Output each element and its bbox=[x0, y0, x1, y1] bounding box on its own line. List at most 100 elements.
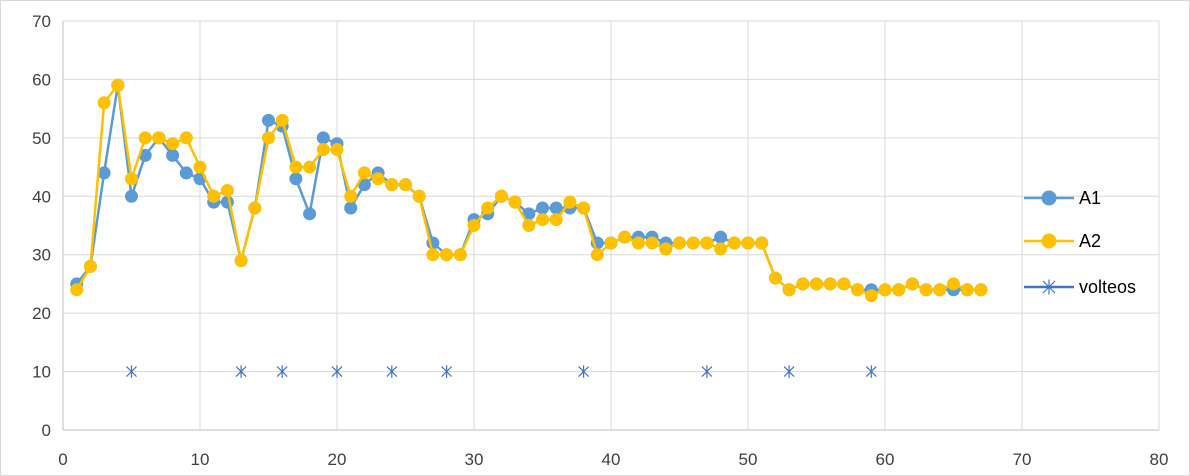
data-point bbox=[905, 277, 919, 291]
data-point bbox=[166, 148, 180, 162]
data-point bbox=[563, 195, 577, 209]
data-point bbox=[768, 271, 782, 285]
data-point bbox=[303, 207, 317, 221]
y-tick-label: 30 bbox=[32, 246, 51, 265]
data-point bbox=[453, 248, 467, 262]
data-point bbox=[440, 248, 454, 262]
series-A2 bbox=[70, 78, 988, 303]
x-tick-label: 60 bbox=[876, 450, 895, 469]
data-point bbox=[837, 277, 851, 291]
data-point bbox=[577, 201, 591, 215]
data-point bbox=[426, 248, 440, 262]
data-point bbox=[316, 143, 330, 157]
data-point bbox=[275, 113, 289, 127]
data-point bbox=[289, 172, 303, 186]
data-point bbox=[166, 137, 180, 151]
data-point bbox=[590, 248, 604, 262]
data-point bbox=[659, 242, 673, 256]
data-point bbox=[193, 160, 207, 174]
legend-label: A2 bbox=[1079, 231, 1101, 251]
data-point bbox=[111, 78, 125, 92]
data-point bbox=[549, 213, 563, 227]
data-point bbox=[83, 259, 97, 273]
data-point bbox=[152, 131, 166, 145]
y-tick-label: 50 bbox=[32, 129, 51, 148]
data-point bbox=[673, 236, 686, 250]
axes: 0 10 20 30 40 50 60 70 0 10 20 30 40 50 60 70 80 bbox=[32, 12, 1168, 469]
data-point bbox=[138, 131, 152, 145]
data-point bbox=[878, 283, 892, 297]
data-point bbox=[386, 365, 398, 378]
data-point bbox=[851, 283, 865, 297]
data-point bbox=[536, 213, 549, 227]
legend-marker bbox=[1042, 279, 1056, 295]
data-point bbox=[810, 277, 823, 291]
legend: A1 A2 volteos bbox=[1024, 188, 1136, 297]
data-point bbox=[220, 183, 234, 197]
y-tick-label: 40 bbox=[32, 187, 51, 206]
data-point bbox=[289, 160, 303, 174]
data-point bbox=[727, 236, 741, 250]
data-point bbox=[385, 178, 399, 192]
data-point bbox=[248, 201, 262, 215]
x-tick-label: 10 bbox=[191, 450, 210, 469]
x-tick-label: 50 bbox=[739, 450, 758, 469]
gridlines bbox=[62, 20, 1160, 431]
x-tick-label: 20 bbox=[328, 450, 347, 469]
data-point bbox=[344, 201, 358, 215]
x-tick-label: 70 bbox=[1013, 450, 1032, 469]
data-point bbox=[783, 365, 795, 378]
data-point bbox=[755, 236, 769, 250]
y-tick-label: 0 bbox=[42, 421, 51, 440]
data-point bbox=[618, 230, 632, 244]
data-point bbox=[604, 236, 618, 250]
y-tick-label: 20 bbox=[32, 304, 51, 323]
data-point bbox=[125, 172, 138, 186]
data-point bbox=[508, 195, 522, 209]
data-point bbox=[741, 236, 755, 250]
legend-label: volteos bbox=[1079, 277, 1136, 297]
data-point bbox=[892, 283, 906, 297]
legend-marker bbox=[1041, 233, 1057, 249]
data-point bbox=[919, 283, 933, 297]
data-point bbox=[701, 365, 713, 378]
data-point bbox=[782, 283, 796, 297]
y-tick-label: 60 bbox=[32, 70, 51, 89]
data-point bbox=[796, 277, 810, 291]
data-point bbox=[522, 219, 536, 232]
data-point bbox=[303, 160, 317, 174]
series-volteos bbox=[126, 365, 877, 378]
data-point bbox=[645, 236, 659, 250]
data-point bbox=[441, 365, 453, 378]
y-tick-label: 70 bbox=[32, 12, 51, 31]
data-point bbox=[399, 178, 412, 192]
data-point bbox=[960, 283, 974, 297]
legend-entry-volteos: volteos bbox=[1024, 277, 1136, 297]
data-point bbox=[412, 189, 426, 203]
data-point bbox=[865, 365, 877, 378]
data-point bbox=[494, 189, 508, 203]
data-point bbox=[357, 166, 371, 180]
data-point bbox=[371, 172, 385, 186]
x-tick-label: 80 bbox=[1150, 450, 1169, 469]
data-point bbox=[686, 236, 700, 250]
x-tick-label: 30 bbox=[465, 450, 484, 469]
data-point bbox=[70, 283, 84, 297]
legend-entry-A2: A2 bbox=[1024, 231, 1101, 251]
data-point bbox=[549, 201, 563, 215]
data-point bbox=[631, 236, 645, 250]
x-tick-label: 0 bbox=[58, 450, 67, 469]
data-point bbox=[179, 131, 193, 145]
data-point bbox=[276, 365, 288, 378]
data-point bbox=[234, 254, 248, 268]
legend-marker bbox=[1041, 190, 1057, 206]
data-point bbox=[714, 242, 728, 256]
legend-label: A1 bbox=[1079, 188, 1101, 208]
data-point bbox=[536, 201, 549, 215]
data-point bbox=[126, 365, 137, 378]
data-point bbox=[481, 201, 495, 215]
data-point bbox=[97, 96, 111, 110]
data-point bbox=[235, 365, 247, 378]
